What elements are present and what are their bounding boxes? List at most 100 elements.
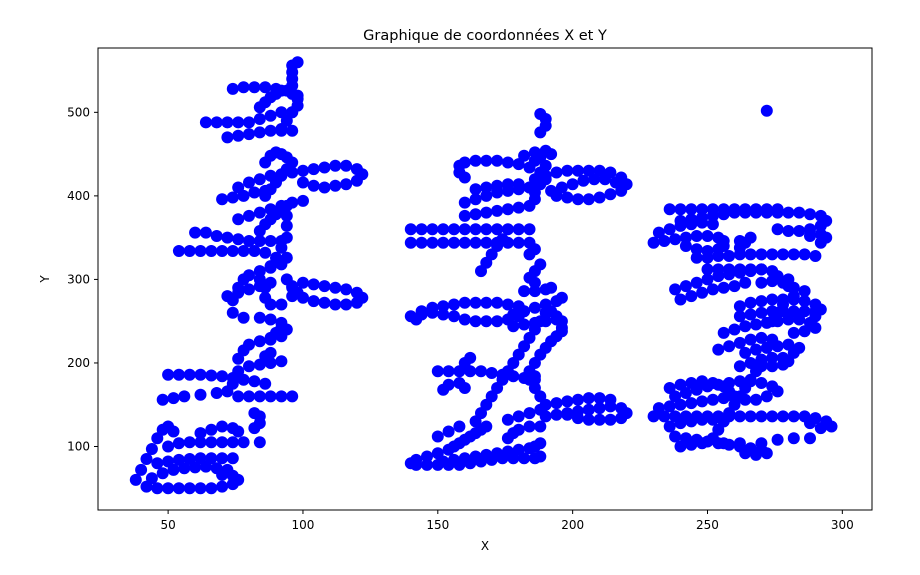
scatter-point (243, 128, 255, 141)
scatter-point (582, 413, 595, 426)
scatter-point (264, 313, 277, 326)
scatter-point (199, 116, 212, 129)
scatter-point (259, 184, 272, 197)
scatter-point (243, 360, 255, 373)
scatter-point (275, 355, 288, 368)
scatter-point (491, 315, 504, 328)
scatter-point (253, 113, 266, 125)
scatter-point (307, 179, 320, 192)
scatter-point (329, 159, 342, 172)
scatter-point (491, 204, 504, 217)
scatter-point (750, 318, 762, 331)
scatter-point (216, 480, 229, 493)
scatter-point (205, 369, 218, 382)
scatter-point (733, 263, 746, 276)
scatter-point (480, 420, 493, 433)
scatter-point (663, 203, 676, 216)
scatter-point (674, 417, 687, 430)
scatter-point (307, 163, 320, 176)
scatter-point (755, 248, 768, 261)
scatter-point (744, 263, 757, 276)
scatter-point (442, 425, 455, 438)
scatter-point (582, 403, 595, 416)
scatter-point (480, 448, 493, 461)
scatter-point (232, 425, 245, 438)
scatter-point (167, 425, 180, 438)
scatter-point (744, 357, 757, 369)
scatter-point (183, 245, 196, 257)
scatter-point (723, 263, 736, 276)
scatter-point (194, 388, 207, 401)
x-tick-label: 50 (160, 518, 175, 532)
scatter-point (253, 173, 266, 186)
scatter-point (297, 276, 309, 289)
scatter-point (275, 123, 288, 135)
scatter-point (243, 116, 255, 129)
scatter-point (744, 308, 757, 321)
scatter-point (469, 450, 482, 463)
scatter-point (205, 423, 218, 436)
scatter-point (555, 181, 568, 194)
scatter-point (162, 455, 175, 468)
scatter-point (728, 203, 741, 216)
scatter-point (194, 368, 207, 381)
scatter-point (733, 300, 746, 313)
scatter-point (253, 335, 266, 348)
scatter-point (744, 231, 757, 244)
scatter-point (205, 482, 218, 495)
scatter-point (458, 196, 471, 209)
scatter-point (787, 290, 800, 303)
scatter-point (280, 251, 293, 264)
scatter-point (690, 276, 703, 289)
scatter-point (663, 400, 676, 413)
scatter-point (696, 413, 709, 426)
scatter-point (766, 293, 779, 306)
scatter-point (248, 81, 261, 94)
scatter-point (458, 313, 471, 326)
scatter-point (696, 375, 709, 388)
scatter-point (739, 203, 752, 216)
scatter-point (243, 338, 255, 351)
scatter-point (448, 453, 460, 466)
scatter-point (469, 193, 482, 206)
scatter-point (685, 213, 698, 226)
scatter-point (501, 203, 514, 216)
scatter-point (480, 223, 493, 236)
scatter-point (518, 149, 531, 162)
scatter-point (216, 245, 229, 257)
scatter-point (566, 178, 579, 191)
scatter-point (243, 235, 255, 247)
scatter-point (501, 156, 514, 169)
scatter-point (172, 368, 185, 381)
scatter-point (798, 305, 811, 318)
scatter-point (723, 340, 736, 353)
scatter-point (652, 226, 665, 239)
scatter-point (696, 286, 709, 299)
scatter-point (561, 191, 574, 204)
scatter-point (766, 333, 779, 346)
scatter-point (480, 154, 493, 167)
scatter-point (458, 209, 471, 222)
scatter-point (690, 251, 703, 264)
scatter-point (340, 159, 353, 172)
scatter-point (760, 447, 773, 460)
scatter-point (798, 325, 811, 338)
scatter-point (534, 108, 547, 120)
scatter-point (232, 286, 245, 299)
scatter-point (210, 387, 223, 399)
scatter-point (491, 154, 504, 167)
scatter-point (237, 189, 250, 202)
scatter-point (679, 280, 692, 293)
y-tick-label: 200 (67, 356, 90, 370)
scatter-point (528, 154, 541, 167)
scatter-point (221, 131, 234, 144)
scatter-point (572, 412, 584, 425)
scatter-point (539, 298, 552, 311)
scatter-point (706, 203, 719, 216)
scatter-point (318, 161, 331, 174)
scatter-point (194, 427, 207, 440)
scatter-point (501, 184, 514, 197)
scatter-point (744, 333, 757, 346)
scatter-point (739, 276, 752, 289)
scatter-point (248, 186, 261, 199)
